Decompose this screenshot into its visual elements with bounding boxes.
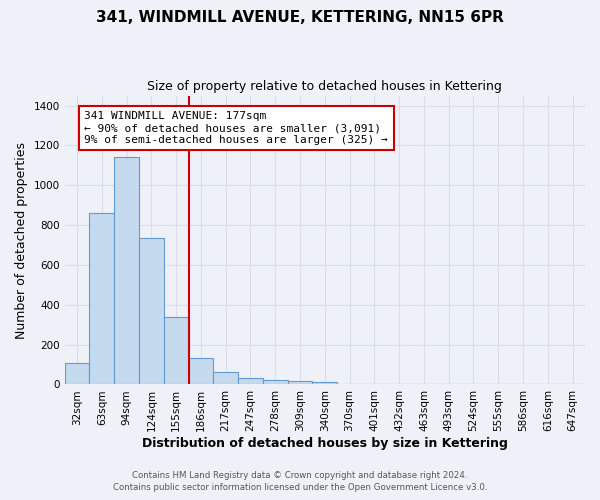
Text: 341, WINDMILL AVENUE, KETTERING, NN15 6PR: 341, WINDMILL AVENUE, KETTERING, NN15 6P… [96,10,504,25]
Y-axis label: Number of detached properties: Number of detached properties [15,142,28,338]
Bar [114,158,139,384]
Bar [89,213,114,384]
Bar [139,238,164,384]
X-axis label: Distribution of detached houses by size in Kettering: Distribution of detached houses by size … [142,437,508,450]
Text: 341 WINDMILL AVENUE: 177sqm
← 90% of detached houses are smaller (3,091)
9% of s: 341 WINDMILL AVENUE: 177sqm ← 90% of det… [85,112,388,144]
Text: Contains HM Land Registry data © Crown copyright and database right 2024.
Contai: Contains HM Land Registry data © Crown c… [113,471,487,492]
Bar [263,380,287,384]
Bar [188,358,214,384]
Bar [238,378,263,384]
Bar [214,372,238,384]
Title: Size of property relative to detached houses in Kettering: Size of property relative to detached ho… [148,80,502,93]
Bar [287,381,313,384]
Bar [65,363,89,384]
Bar [164,316,188,384]
Bar [313,382,337,384]
